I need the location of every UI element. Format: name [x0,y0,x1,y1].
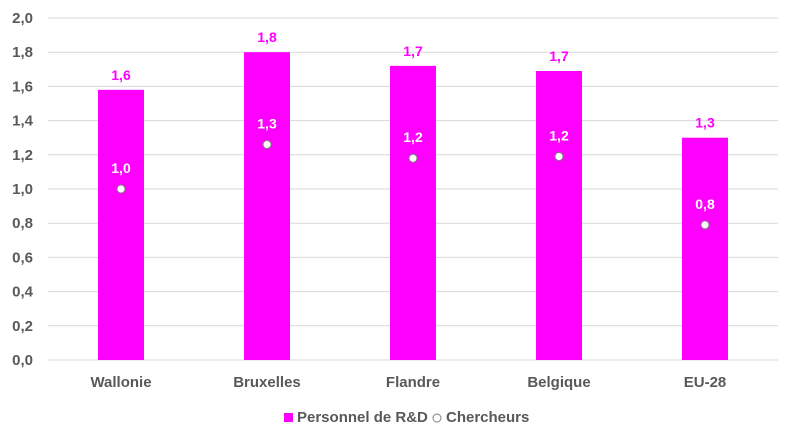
bar-data-label: 1,3 [695,115,715,131]
dot-data-label: 1,0 [111,160,131,176]
y-tick-label: 0,0 [12,352,33,369]
dot-data-label: 0,8 [695,196,715,212]
legend: Personnel de R&D Chercheurs [284,409,529,426]
dot-eu-28 [700,220,710,230]
y-tick-label: 0,4 [12,284,34,301]
y-tick-label: 0,8 [12,215,33,232]
legend-label-personnel: Personnel de R&D [297,409,428,426]
dot-data-label: 1,2 [403,129,423,145]
x-category-label: Flandre [386,374,440,391]
dot-bruxelles [262,140,272,150]
bar-eu-28 [682,137,728,360]
x-category-label: EU-28 [684,374,727,391]
bar-data-label: 1,7 [549,48,569,64]
y-tick-label: 1,0 [12,181,33,198]
y-tick-label: 1,8 [12,44,33,61]
dots-series-chercheurs: 1,0 1,3 1,2 1,2 0,8 [111,116,715,230]
x-category-label: Wallonie [90,374,151,391]
x-category-label: Belgique [527,374,590,391]
x-category-label: Bruxelles [233,374,301,391]
legend-swatch-personnel [284,413,293,422]
y-tick-label: 0,6 [12,249,33,266]
dot-data-label: 1,3 [257,116,277,132]
dot-wallonie [116,184,126,194]
bar-flandre [390,65,436,360]
bars-series-personnel: 1,6 1,8 1,7 1,7 1,3 [98,29,728,360]
bar-data-label: 1,7 [403,43,423,59]
bar-data-label: 1,6 [111,67,131,83]
bar-bruxelles [244,52,290,360]
y-tick-label: 0,2 [12,318,33,335]
y-tick-label: 1,4 [12,113,34,130]
legend-swatch-chercheurs [432,413,442,423]
dot-belgique [554,152,564,162]
bar-belgique [536,71,582,360]
bar-wallonie [98,89,144,360]
y-axis-tick-labels: 0,0 0,2 0,4 0,6 0,8 1,0 1,2 1,4 1,6 1,8 2,0 [12,10,34,369]
legend-label-chercheurs: Chercheurs [446,409,529,426]
y-tick-label: 2,0 [12,10,33,27]
y-tick-label: 1,2 [12,147,33,164]
y-tick-label: 1,6 [12,78,33,95]
dot-flandre [408,153,418,163]
bar-data-label: 1,8 [257,29,277,45]
dot-data-label: 1,2 [549,128,569,144]
x-axis-category-labels: Wallonie Bruxelles Flandre Belgique EU-28 [90,374,726,391]
